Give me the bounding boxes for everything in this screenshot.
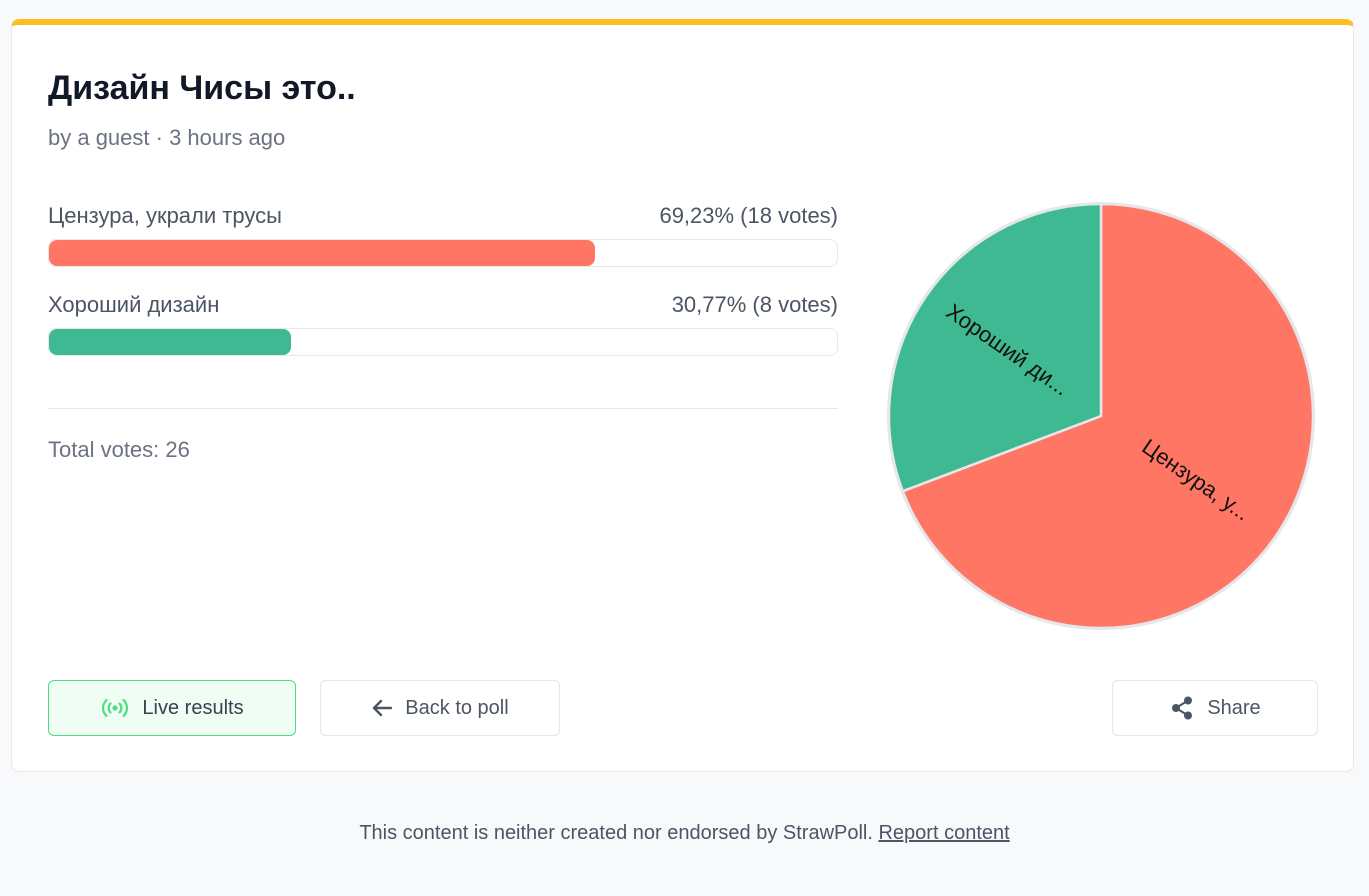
poll-title: Дизайн Чисы это.. [48,69,356,107]
result-bar-track [48,239,838,267]
pie-slice [887,202,1103,493]
share-icon [1169,695,1195,721]
footer: This content is neither created nor endo… [0,822,1369,845]
result-bar-fill [49,240,595,266]
option-percentage: 69,23% (18 votes) [659,203,838,228]
arrow-left-icon [371,698,393,718]
result-bar-fill [49,329,292,355]
total-votes: Total votes: 26 [48,437,190,462]
option-result: Хороший дизайн 30,77% (8 votes) [48,290,838,356]
pie-slice [901,202,1315,630]
live-results-button[interactable]: Live results [48,680,296,736]
share-label: Share [1207,696,1261,719]
option-label: Цензура, украли трусы [48,203,282,228]
pie-chart: Цензура, у...Хороший ди... [887,202,1315,630]
option-percentage: 30,77% (8 votes) [671,292,838,317]
footer-disclaimer: This content is neither created nor endo… [359,822,873,844]
back-to-poll-button[interactable]: Back to poll [320,680,560,736]
report-content-link[interactable]: Report content [878,822,1010,844]
result-bar-track [48,328,838,356]
poll-meta: by a guest · 3 hours ago [48,125,286,150]
share-button[interactable]: Share [1112,680,1318,736]
poll-card: Дизайн Чисы это.. by a guest · 3 hours a… [11,19,1354,772]
broadcast-icon [100,697,130,719]
live-results-label: Live results [142,696,244,719]
divider [48,408,838,409]
option-result: Цензура, украли трусы 69,23% (18 votes) [48,201,838,267]
back-to-poll-label: Back to poll [405,696,509,719]
option-label: Хороший дизайн [48,292,220,317]
